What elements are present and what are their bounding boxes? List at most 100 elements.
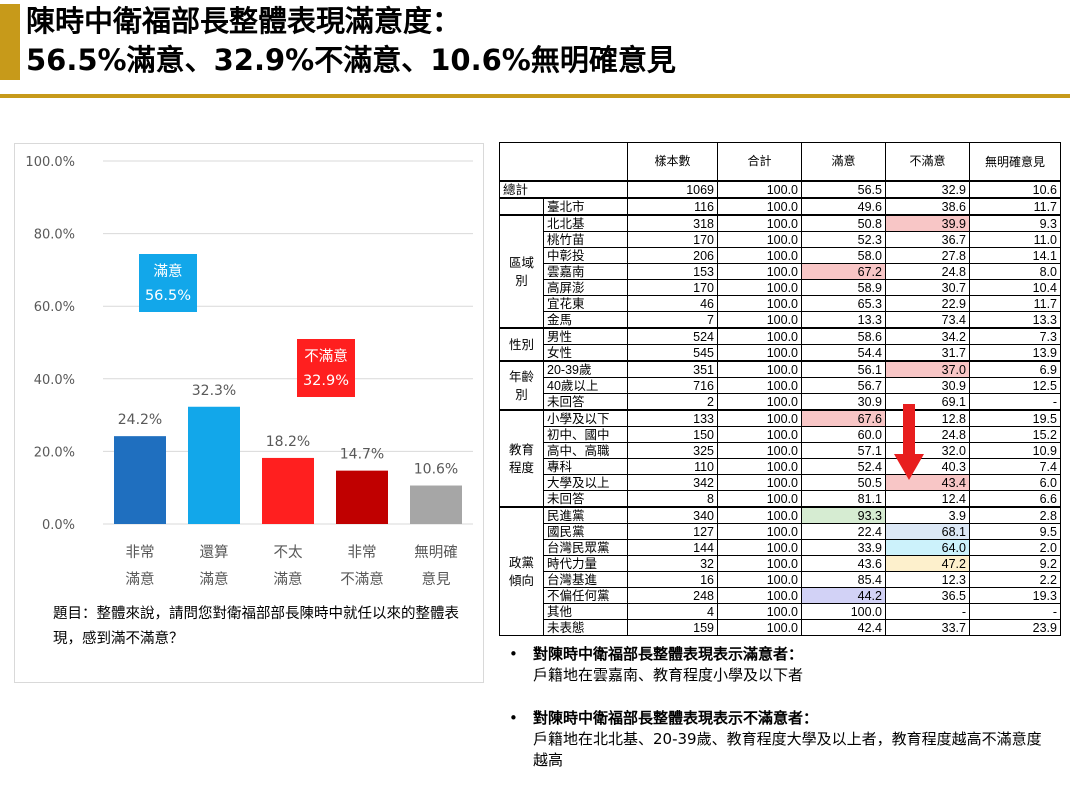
- table-cell: 100.0: [717, 619, 802, 636]
- group-label: 政黨傾向: [499, 506, 544, 636]
- table-cell: 100.0: [717, 523, 802, 540]
- table-cell: 110: [627, 458, 718, 475]
- callout-label: 不滿意: [304, 347, 348, 365]
- arrow-shaft: [903, 404, 915, 454]
- table-row: 國民黨 127 100.0 22.4 68.1 9.5: [500, 523, 1061, 540]
- row-label: 未回答: [543, 393, 628, 411]
- category-label: 不滿意: [340, 570, 384, 588]
- table-cell: 30.7: [885, 279, 970, 296]
- note-item: • 對陳時中衛福部長整體表現表示滿意者： 戶籍地在雲嘉南、教育程度小學及以下者: [509, 644, 1049, 686]
- table-cell: 100.0: [717, 393, 802, 411]
- table-cell: 36.7: [885, 231, 970, 248]
- table-cell: 6.9: [969, 360, 1061, 378]
- table-row: 高屏澎 170 100.0 58.9 30.7 10.4: [500, 279, 1061, 296]
- table-cell: 81.1: [801, 490, 886, 508]
- table-cell: 100.0: [717, 426, 802, 443]
- row-label: 40歲以上: [543, 377, 628, 394]
- table-cell: 73.4: [885, 311, 970, 329]
- bar: [410, 485, 462, 524]
- table-cell: 50.8: [801, 214, 886, 232]
- table-cell: 30.9: [885, 377, 970, 394]
- row-label: 時代力量: [543, 555, 628, 572]
- table-row: 女性 545 100.0 54.4 31.7 13.9: [500, 344, 1061, 362]
- row-label: 雲嘉南: [543, 263, 628, 280]
- callout-label: 滿意: [154, 262, 183, 280]
- note-item: • 對陳時中衛福部長整體表現表示不滿意者： 戶籍地在北北基、20-39歲、教育程度大…: [509, 708, 1049, 771]
- column-header: 合計: [717, 142, 802, 182]
- table-cell: 47.2: [885, 555, 970, 572]
- page-title: 陳時中衛福部長整體表現滿意度： 56.5%滿意、32.9%不滿意、10.6%無明…: [26, 2, 676, 80]
- table-cell: 116: [627, 197, 718, 216]
- y-tick-label: 60.0%: [34, 300, 75, 315]
- column-header: 無明確意見: [969, 142, 1061, 182]
- table-cell: 100.0: [717, 539, 802, 556]
- title-line-2: 56.5%滿意、32.9%不滿意、10.6%無明確意見: [26, 43, 676, 77]
- table-cell: 12.4: [885, 490, 970, 508]
- table-row: 其他 4 100.0 100.0- -: [500, 603, 1061, 620]
- row-label: 民進黨: [543, 506, 628, 524]
- row-label: 20-39歲: [543, 360, 628, 378]
- table-cell: 100.0: [717, 571, 802, 588]
- y-tick-label: 40.0%: [34, 373, 75, 388]
- table-cell: 716: [627, 377, 718, 394]
- table-row: 未表態 159 100.0 42.4 33.7 23.9: [500, 619, 1061, 636]
- bar: [336, 470, 388, 524]
- table-cell: 32: [627, 555, 718, 572]
- title-accent: [0, 4, 20, 80]
- category-label: 不太: [274, 544, 303, 561]
- table-cell: 56.5: [801, 180, 886, 199]
- table-cell: 351: [627, 360, 718, 378]
- category-label: 滿意: [200, 570, 229, 588]
- table-cell: 49.6: [801, 197, 886, 216]
- table-cell: 545: [627, 344, 718, 362]
- row-label: 國民黨: [543, 523, 628, 540]
- table-cell: -: [885, 603, 970, 620]
- table-row: 台灣基進 16 100.0 85.4 12.3 2.2: [500, 571, 1061, 588]
- row-label: 高中、高職: [543, 442, 628, 459]
- table-cell: 54.4: [801, 344, 886, 362]
- table-cell: 159: [627, 619, 718, 636]
- table-cell: 2.2: [969, 571, 1061, 588]
- row-label: 未表態: [543, 619, 628, 636]
- column-header: 不滿意: [885, 142, 970, 182]
- row-label: 大學及以上: [543, 474, 628, 491]
- table-cell: 19.3: [969, 587, 1061, 604]
- table-row: 初中、國中 150 100.0 60.0 24.8 15.2: [500, 426, 1061, 443]
- table-cell: 65.3: [801, 295, 886, 312]
- y-tick-label: 80.0%: [34, 228, 75, 243]
- bullet-icon: •: [509, 709, 518, 727]
- group-label: 教育程度: [499, 409, 544, 508]
- table-cell: 12.5: [969, 377, 1061, 394]
- table-cell: 11.7: [969, 197, 1061, 216]
- table-cell: 24.8: [885, 263, 970, 280]
- arrow-head: [894, 454, 924, 480]
- table-cell: 100.0: [717, 231, 802, 248]
- row-label: 桃竹苗: [543, 231, 628, 248]
- table-row: 臺北市 116 100.0 49.6 38.6 11.7: [499, 197, 1061, 216]
- table-cell: -: [969, 603, 1061, 620]
- table-cell: 43.6: [801, 555, 886, 572]
- table-cell: 44.2: [801, 587, 886, 604]
- row-label: 台灣基進: [543, 571, 628, 588]
- y-tick-label: 20.0%: [34, 445, 75, 460]
- column-header: 滿意: [801, 142, 886, 182]
- table-cell: 100.0: [717, 603, 802, 620]
- callout-value: 56.5%: [145, 288, 191, 304]
- row-label: 中彰投: [543, 247, 628, 264]
- crosstab-table: 樣本數 合計 滿意 不滿意 無明確意見 總計 1069 100.0 56.5 32.9 10.6 臺…: [499, 142, 1061, 636]
- row-label: 男性: [543, 327, 628, 345]
- table-cell: 22.4: [801, 523, 886, 540]
- table-cell: 100.0: [717, 295, 802, 312]
- down-arrow-icon: [894, 404, 924, 480]
- table-row: 大學及以上 342 100.0 50.5 43.4 6.0: [500, 474, 1061, 491]
- table-cell: 100.0: [717, 458, 802, 475]
- table-cell: 8: [627, 490, 718, 508]
- category-label: 還算: [200, 544, 229, 561]
- note-body: 戶籍地在北北基、20-39歲、教育程度大學及以上者，教育程度越高不滿意度越高: [533, 730, 1042, 769]
- row-label: 台灣民眾黨: [543, 539, 628, 556]
- table-cell: 52.4: [801, 458, 886, 475]
- group-label: 年齡別: [499, 360, 544, 411]
- bar: [114, 436, 166, 524]
- survey-question: 題目：整體來說，請問您對衛福部部長陳時中就任以來的整體表現，感到滿不滿意？: [53, 606, 459, 647]
- table-cell: 10.6: [969, 180, 1061, 199]
